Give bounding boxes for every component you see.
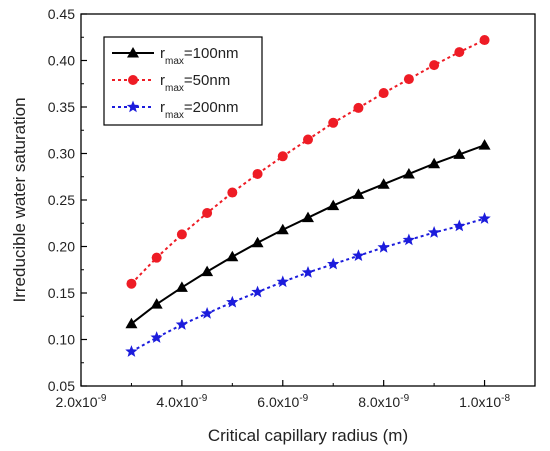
data-point (327, 257, 340, 270)
data-point (252, 168, 263, 179)
plot-area: 2.0x10-9 4.0x10-9 6.0x10-9 8.0x10-9 1.0x10-8… (48, 6, 536, 410)
data-point (479, 35, 490, 46)
data-point (200, 306, 214, 319)
y-tick-label: 0.40 (48, 53, 75, 69)
series-layer (125, 35, 491, 357)
data-point (201, 265, 214, 277)
data-point (151, 252, 162, 263)
series-1 (126, 35, 490, 289)
data-point (454, 47, 465, 58)
data-point (276, 223, 289, 235)
x-tick-mantissa: 1.0x10 (459, 394, 501, 410)
data-point (353, 102, 364, 113)
data-point (302, 211, 314, 223)
x-tick-label: 8.0x10-9 (358, 393, 409, 410)
data-point (453, 148, 466, 159)
data-point (277, 151, 288, 162)
data-point (227, 187, 238, 198)
data-point (150, 331, 163, 343)
data-point (226, 295, 239, 308)
data-point (175, 281, 188, 292)
x-tick-exponent: -9 (98, 393, 107, 404)
data-point (251, 285, 264, 298)
data-point (352, 249, 365, 262)
y-tick-label: 0.45 (48, 6, 75, 22)
legend-label-subscript: max (165, 83, 184, 94)
data-point (202, 208, 213, 219)
series-0 (125, 139, 491, 329)
data-point (301, 266, 315, 278)
x-tick-mantissa: 8.0x10 (358, 394, 400, 410)
legend-label-rest: =50nm (184, 72, 230, 89)
data-point (429, 60, 440, 71)
data-point (303, 134, 313, 145)
x-tick-label: 1.0x10-8 (459, 393, 510, 410)
data-point (327, 199, 340, 211)
data-point (150, 298, 163, 309)
legend-label-base: r (160, 72, 165, 89)
data-point (226, 250, 239, 262)
legend-label: rmax=200nm (160, 99, 239, 121)
y-tick-label: 0.35 (48, 99, 75, 115)
data-point (427, 226, 441, 238)
x-tick-label: 4.0x10-9 (156, 393, 207, 410)
x-tick-exponent: -9 (400, 393, 409, 404)
x-tick-label: 6.0x10-9 (257, 393, 308, 410)
x-tick-mantissa: 4.0x10 (156, 394, 198, 410)
data-point (251, 236, 264, 248)
y-tick-label: 0.20 (48, 239, 75, 255)
legend-marker (128, 75, 138, 85)
data-point (126, 278, 137, 289)
y-tick-label: 0.30 (48, 146, 75, 162)
data-point (125, 345, 138, 357)
data-point (378, 88, 389, 99)
legend-marker (126, 100, 140, 113)
legend-label: rmax=50nm (160, 72, 230, 94)
x-tick-mantissa: 2.0x10 (56, 394, 98, 410)
x-tick-mantissa: 6.0x10 (257, 394, 299, 410)
x-tick-exponent: -9 (299, 393, 308, 404)
data-point (176, 229, 187, 240)
data-point (175, 318, 189, 330)
data-point (403, 74, 414, 85)
x-tick-exponent: -9 (198, 393, 207, 404)
legend-label-base: r (160, 45, 165, 62)
data-point (377, 240, 390, 253)
y-tick-label: 0.05 (48, 378, 75, 394)
data-point (352, 188, 365, 199)
x-tick-label: 2.0x10-9 (56, 393, 107, 410)
data-point (276, 275, 289, 288)
data-point (478, 212, 491, 224)
data-point (328, 117, 339, 128)
data-point (453, 219, 466, 232)
x-axis-title: Critical capillary radius (m) (208, 426, 408, 445)
data-point (402, 167, 415, 179)
x-axis-ticks: 2.0x10-9 4.0x10-9 6.0x10-9 8.0x10-9 1.0x10-8 (56, 380, 510, 410)
legend-label-subscript: max (165, 56, 184, 67)
legend-label: rmax=100nm (160, 45, 239, 67)
y-axis-title: Irreducible water saturation (10, 97, 29, 302)
legend-label-base: r (160, 99, 165, 116)
data-point (428, 157, 441, 169)
data-point (377, 178, 390, 189)
legend-label-subscript: max (165, 110, 184, 121)
x-tick-exponent: -8 (501, 393, 510, 404)
legend-marker (127, 47, 139, 58)
y-axis-ticks: 0.05 0.10 0.15 0.20 0.25 0.30 0.35 0.40 0.45 (48, 6, 87, 394)
legend-label-rest: =100nm (184, 45, 239, 62)
y-tick-label: 0.15 (48, 285, 75, 301)
data-point (478, 139, 491, 150)
series-2 (125, 212, 491, 357)
data-point (125, 317, 138, 329)
y-tick-label: 0.10 (48, 332, 75, 348)
data-point (402, 233, 416, 246)
y-tick-label: 0.25 (48, 192, 75, 208)
legend-label-rest: =200nm (184, 99, 239, 116)
